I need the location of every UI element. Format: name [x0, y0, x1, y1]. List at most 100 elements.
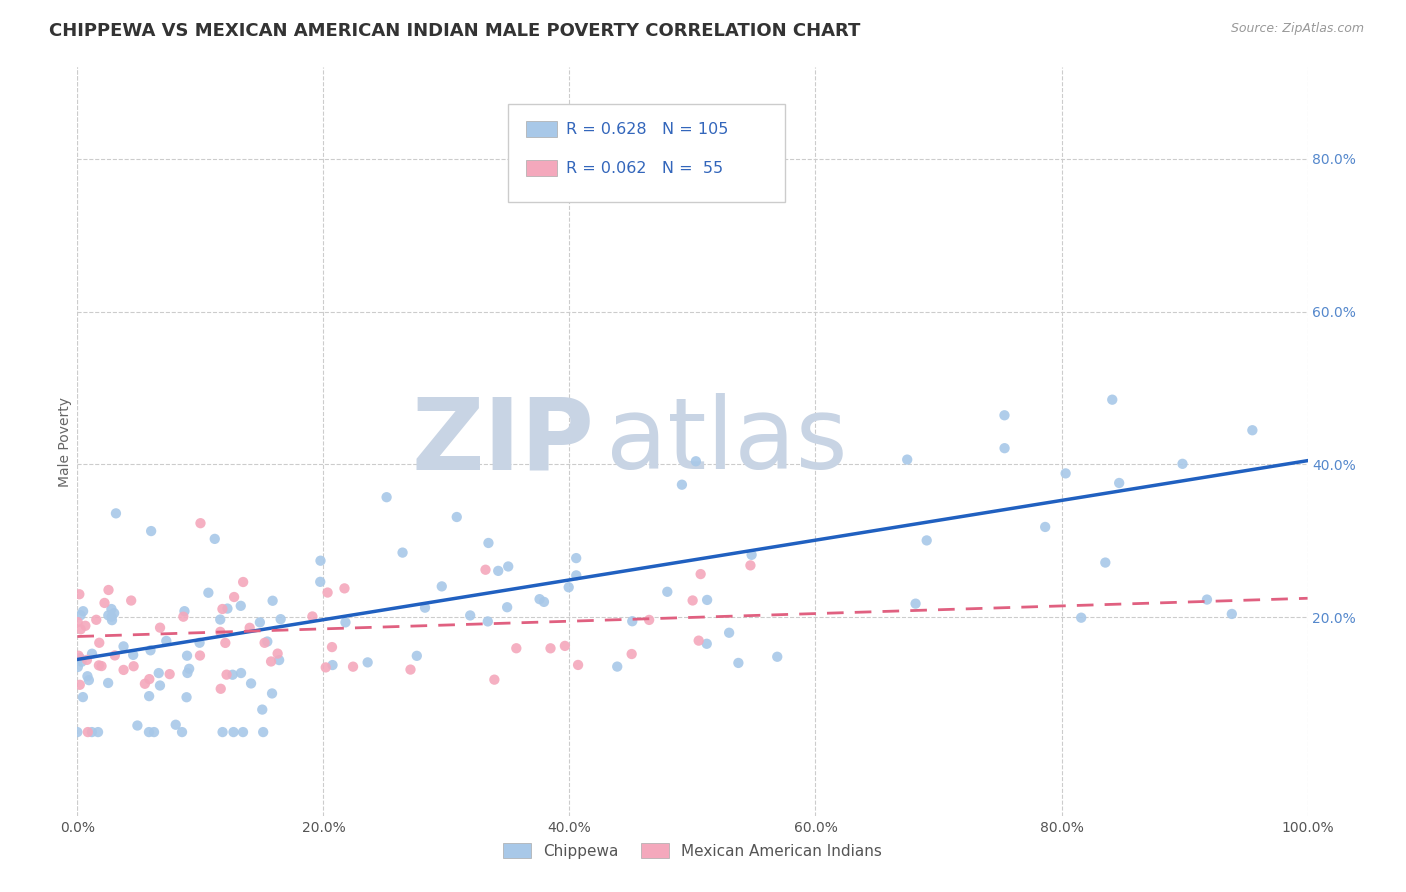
Legend: Chippewa, Mexican American Indians: Chippewa, Mexican American Indians: [498, 837, 887, 864]
Point: [139, 643, 162, 657]
Point: [399, 663, 422, 677]
Point: [76, 669, 98, 683]
Point: [554, 639, 576, 653]
Point: [112, 640, 135, 654]
Point: [496, 559, 519, 574]
Text: ZIP: ZIP: [411, 393, 595, 490]
Point: [533, 595, 555, 609]
Point: [67, 648, 90, 663]
Point: [66, 615, 89, 629]
Point: [413, 600, 436, 615]
Point: [104, 507, 127, 521]
Point: [301, 609, 323, 624]
Point: [375, 490, 398, 504]
Point: [122, 659, 145, 673]
Point: [143, 725, 166, 739]
Point: [75, 619, 97, 633]
Point: [69, 651, 91, 665]
Point: [148, 666, 170, 681]
Point: [727, 656, 749, 670]
Point: [138, 672, 160, 686]
Point: [100, 602, 122, 616]
Point: [718, 625, 741, 640]
Point: [209, 681, 232, 696]
Point: [209, 624, 232, 639]
Point: [215, 667, 238, 681]
Point: [904, 597, 927, 611]
Y-axis label: Male Poverty: Male Poverty: [58, 397, 72, 486]
Point: [391, 546, 413, 560]
Point: [1094, 556, 1116, 570]
Point: [67, 587, 90, 601]
Point: [657, 584, 679, 599]
Point: [240, 676, 263, 690]
Bar: [526, 160, 557, 177]
Point: [335, 615, 357, 630]
Point: [188, 648, 211, 663]
FancyBboxPatch shape: [508, 104, 785, 202]
Point: [112, 663, 135, 677]
Point: [260, 686, 283, 700]
Point: [138, 689, 160, 703]
Point: [446, 510, 468, 524]
Point: [139, 524, 162, 538]
Point: [696, 637, 718, 651]
Point: [486, 564, 509, 578]
Point: [172, 609, 194, 624]
Point: [69, 678, 91, 692]
Point: [1220, 607, 1243, 621]
Point: [342, 659, 364, 673]
Point: [80, 725, 103, 739]
Point: [127, 718, 149, 732]
Bar: [526, 120, 557, 137]
Point: [159, 667, 181, 681]
Text: R = 0.062   N =  55: R = 0.062 N = 55: [565, 161, 723, 176]
Point: [176, 665, 198, 680]
Point: [214, 636, 236, 650]
Point: [477, 615, 499, 629]
Point: [356, 656, 378, 670]
Point: [567, 657, 589, 672]
Point: [66, 660, 89, 674]
Point: [309, 554, 332, 568]
Point: [190, 516, 212, 531]
Point: [405, 648, 427, 663]
Point: [70, 655, 93, 669]
Point: [741, 548, 763, 562]
Point: [685, 454, 707, 468]
Point: [316, 585, 339, 599]
Point: [269, 653, 291, 667]
Point: [689, 567, 711, 582]
Point: [1070, 610, 1092, 624]
Text: CHIPPEWA VS MEXICAN AMERICAN INDIAN MALE POVERTY CORRELATION CHART: CHIPPEWA VS MEXICAN AMERICAN INDIAN MALE…: [49, 22, 860, 40]
Point: [565, 551, 588, 566]
Point: [211, 602, 233, 616]
Point: [915, 533, 938, 548]
Point: [89, 636, 111, 650]
Point: [529, 592, 551, 607]
Text: R = 0.628   N = 105: R = 0.628 N = 105: [565, 121, 728, 136]
Point: [165, 717, 187, 731]
Point: [155, 634, 177, 648]
Point: [252, 725, 274, 739]
Point: [766, 649, 789, 664]
Point: [321, 658, 343, 673]
Point: [87, 725, 110, 739]
Point: [101, 613, 124, 627]
Point: [1108, 475, 1130, 490]
Point: [217, 601, 239, 615]
Point: [149, 621, 172, 635]
Point: [232, 725, 254, 739]
Point: [138, 725, 160, 739]
Point: [993, 441, 1015, 455]
Point: [1171, 457, 1194, 471]
Point: [1033, 520, 1056, 534]
Point: [222, 725, 245, 739]
Point: [179, 662, 201, 676]
Point: [671, 477, 693, 491]
Point: [321, 640, 343, 654]
Point: [565, 568, 588, 582]
Point: [1054, 467, 1077, 481]
Point: [688, 633, 710, 648]
Point: [72, 690, 94, 705]
